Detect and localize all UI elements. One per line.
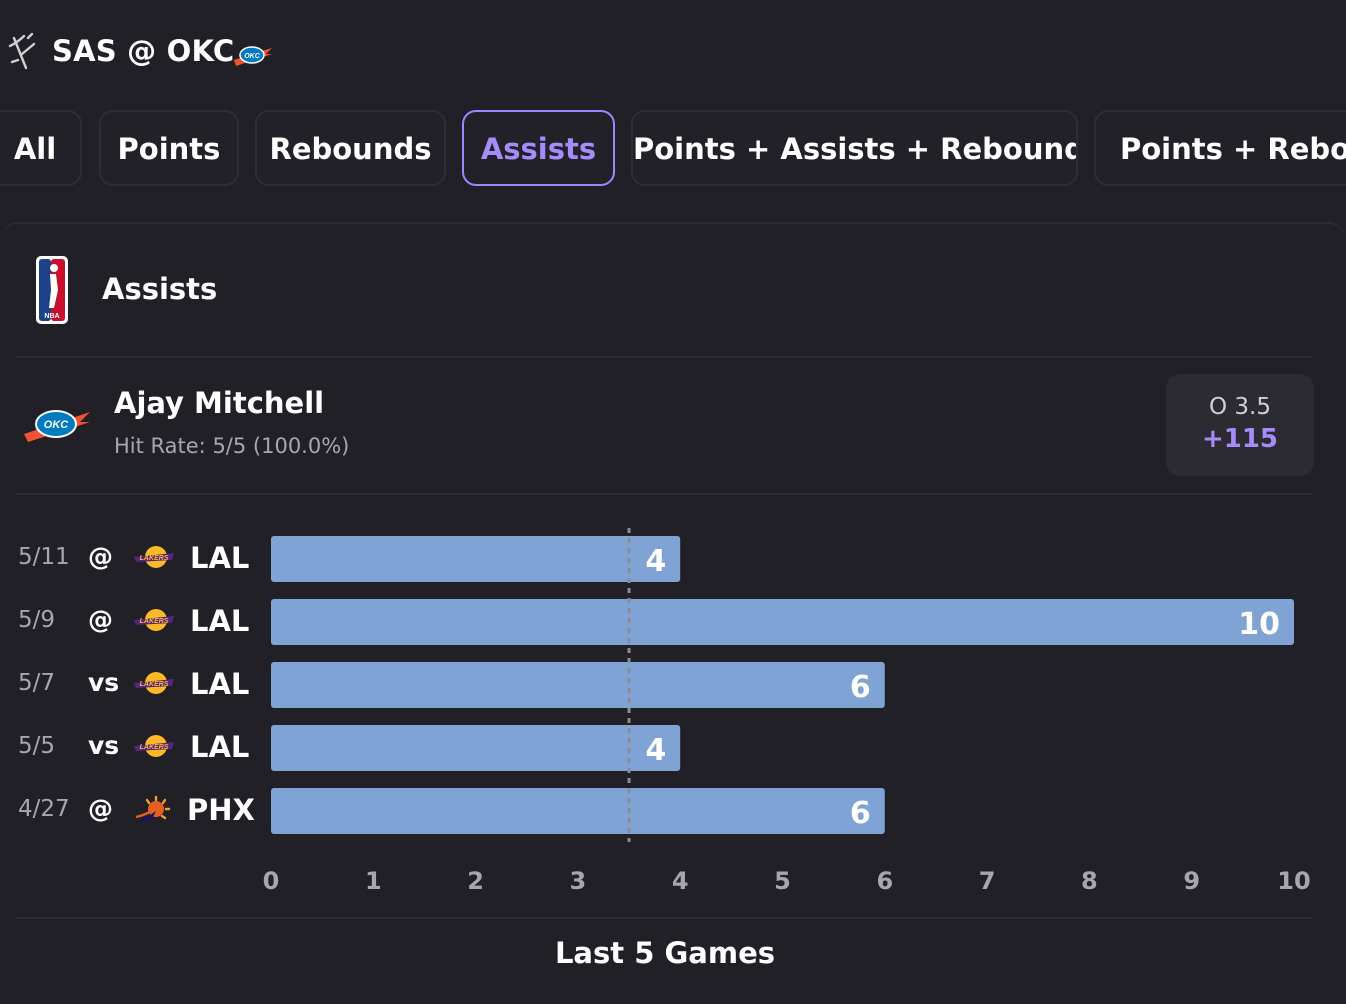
- game-location: vs: [88, 668, 120, 697]
- game-location: @: [88, 794, 113, 823]
- chart-footer-title: Last 5 Games: [554, 936, 776, 970]
- opponent-abbr: LAL: [190, 541, 250, 575]
- bar: [271, 788, 885, 834]
- lakers-logo-icon: LAKERS: [134, 543, 174, 571]
- divider: [16, 493, 1312, 495]
- game-date: 5/5: [18, 733, 56, 759]
- tab-points[interactable]: Points: [99, 110, 239, 186]
- tab-points-rebounds[interactable]: Points + Rebounds: [1094, 110, 1346, 186]
- tab-assists[interactable]: Assists: [462, 110, 615, 186]
- thunder-logo-icon: OKC: [234, 46, 272, 66]
- x-tick-label: 0: [263, 867, 280, 895]
- opponent-abbr: LAL: [190, 604, 250, 638]
- lakers-logo-icon: LAKERS: [134, 732, 174, 760]
- bar-value-label: 4: [645, 544, 666, 579]
- odds-line: O 3.5: [1209, 394, 1271, 420]
- divider: [16, 356, 1312, 358]
- nba-logo-icon: NBA: [36, 256, 68, 324]
- game-date: 5/7: [18, 670, 56, 696]
- opponent-abbr: PHX: [187, 793, 255, 827]
- game-location: @: [88, 605, 113, 634]
- svg-text:OKC: OKC: [44, 419, 70, 431]
- x-tick-label: 1: [365, 867, 382, 895]
- game-location: @: [88, 542, 113, 571]
- market-tabs: All Points Rebounds Assists Points + Ass…: [0, 110, 1346, 190]
- stat-title: Assists: [102, 272, 218, 306]
- svg-text:LAKERS: LAKERS: [140, 744, 169, 751]
- x-tick-label: 3: [570, 867, 587, 895]
- tab-rebounds[interactable]: Rebounds: [255, 110, 446, 186]
- bar-value-label: 6: [850, 670, 871, 705]
- lakers-logo-icon: LAKERS: [134, 606, 174, 634]
- game-title: SAS @ OKC: [52, 34, 235, 68]
- opponent-abbr: LAL: [190, 667, 250, 701]
- divider: [16, 917, 1312, 919]
- spurs-logo-icon: [8, 32, 36, 70]
- tab-points-assists-rebounds[interactable]: Points + Assists + Rebounds: [631, 110, 1078, 186]
- bar-value-label: 4: [645, 733, 666, 768]
- x-tick-label: 9: [1183, 867, 1200, 895]
- bar-value-label: 10: [1238, 607, 1280, 642]
- bar-value-label: 6: [850, 796, 871, 831]
- svg-text:LAKERS: LAKERS: [140, 681, 169, 688]
- bar: [271, 536, 681, 582]
- opponent-abbr: LAL: [190, 730, 250, 764]
- bar: [271, 662, 885, 708]
- odds-button[interactable]: O 3.5 +115: [1166, 374, 1314, 476]
- odds-price: +115: [1201, 424, 1279, 454]
- x-tick-label: 6: [876, 867, 893, 895]
- x-tick-label: 2: [467, 867, 484, 895]
- thunder-logo-icon: OKC: [24, 410, 90, 442]
- x-tick-label: 4: [672, 867, 689, 895]
- game-header: SAS @ OKC OKC: [0, 20, 600, 84]
- player-name[interactable]: Ajay Mitchell: [114, 386, 325, 420]
- assists-bar-chart: 4 10 6 4 6 0 1 2 3 4 5 6 7 8 9 10: [263, 528, 1311, 895]
- bar: [271, 599, 1294, 645]
- tab-all[interactable]: All: [0, 110, 82, 186]
- game-date: 4/27: [18, 796, 70, 822]
- game-date: 5/11: [18, 544, 70, 570]
- svg-text:LAKERS: LAKERS: [140, 618, 169, 625]
- game-location: vs: [88, 731, 120, 760]
- x-tick-label: 8: [1081, 867, 1098, 895]
- svg-text:LAKERS: LAKERS: [140, 555, 169, 562]
- game-date: 5/9: [18, 607, 56, 633]
- x-tick-label: 5: [774, 867, 791, 895]
- x-tick-label: 10: [1277, 867, 1310, 895]
- lakers-logo-icon: LAKERS: [134, 669, 174, 697]
- suns-logo-icon: [134, 795, 174, 823]
- svg-text:NBA: NBA: [44, 313, 59, 320]
- bar: [271, 725, 681, 771]
- prop-panel: [0, 222, 1346, 1004]
- x-tick-label: 7: [979, 867, 996, 895]
- svg-text:OKC: OKC: [244, 53, 261, 60]
- hit-rate: Hit Rate: 5/5 (100.0%): [114, 434, 350, 458]
